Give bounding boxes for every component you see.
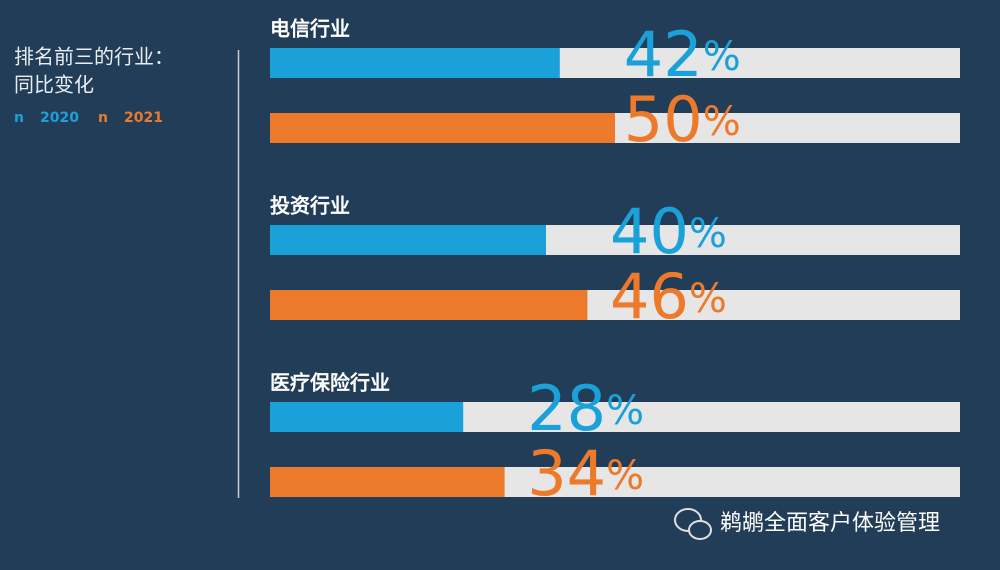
value-label: 42% [624, 18, 741, 91]
bar [270, 225, 546, 255]
bar [270, 467, 505, 497]
watermark-icon [674, 508, 712, 540]
legend-label: 2021 [124, 110, 163, 126]
watermark: 鹈鹕全面客户体验管理 [720, 511, 940, 536]
bar [270, 402, 464, 432]
value-label: 50% [624, 83, 741, 156]
value-label: 28% [527, 372, 644, 445]
legend-marker: n [14, 110, 24, 126]
title-line: 排名前三的行业： [14, 45, 174, 69]
value-label: 34% [527, 437, 644, 510]
category-label: 医疗保险行业 [270, 371, 390, 395]
legend-label: 2020 [40, 110, 79, 126]
title-line: 同比变化 [14, 73, 94, 97]
value-label: 40% [610, 195, 727, 268]
bar [270, 290, 588, 320]
value-label: 46% [610, 260, 727, 333]
legend-marker: n [98, 110, 108, 126]
bar [270, 113, 615, 143]
category-label: 投资行业 [270, 194, 350, 218]
bar [270, 48, 560, 78]
category-label: 电信行业 [270, 17, 350, 41]
